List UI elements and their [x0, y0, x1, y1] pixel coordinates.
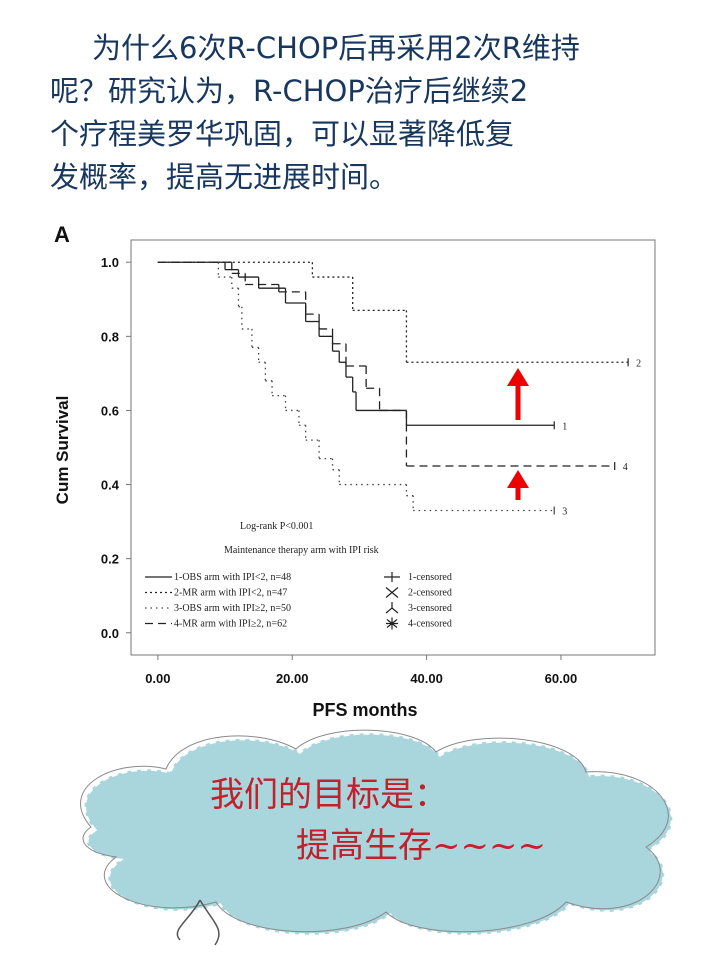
y-tick-label: 1.0	[101, 255, 119, 270]
y-tick-label: 0.4	[101, 478, 120, 493]
heading-line: 发概率，提高无进展时间。	[50, 160, 398, 194]
end-label: 2	[636, 358, 641, 369]
legend-label: 2-MR arm with IPI<2, n=47	[174, 588, 287, 599]
callout-cloud	[80, 729, 674, 946]
callout-line: 提高生存~~~~	[296, 826, 546, 866]
legend-label: 4-censored	[408, 619, 452, 630]
heading-line: 呢？研究认为，R-CHOP治疗后继续2	[50, 74, 528, 108]
censor-symbol	[384, 572, 400, 582]
censor-symbol	[385, 587, 399, 598]
legend-label: 2-censored	[408, 588, 452, 599]
x-axis-label: PFS months	[312, 700, 417, 720]
x-tick-label: 40.00	[410, 671, 443, 686]
panel-label: A	[54, 222, 70, 247]
y-tick-label: 0.2	[101, 552, 119, 567]
annotation: Maintenance therapy arm with IPI risk	[224, 545, 379, 556]
legend-label: 1-censored	[408, 572, 452, 583]
legend-label: 3-OBS arm with IPI≥2, n=50	[174, 603, 291, 614]
end-label: 3	[562, 506, 567, 517]
callout-line: 我们的目标是：	[210, 775, 448, 815]
y-tick-label: 0.0	[101, 626, 119, 641]
x-tick-label: 60.00	[545, 671, 578, 686]
arrows	[507, 368, 529, 500]
legend-label: 1-OBS arm with IPI<2, n=48	[174, 572, 291, 583]
y-tick-label: 0.6	[101, 403, 119, 418]
annotation: Log-rank P<0.001	[240, 521, 313, 532]
heading-line: 个疗程美罗华巩固，可以显著降低复	[50, 117, 514, 151]
end-label: 4	[623, 462, 628, 473]
legend-label: 3-censored	[408, 603, 452, 614]
heading-line: 为什么6次R-CHOP后再采用2次R维持	[92, 31, 580, 65]
x-tick-label: 20.00	[276, 671, 309, 686]
y-axis-label: Cum Survival	[53, 396, 72, 505]
censor-symbol	[386, 617, 398, 630]
plot-frame	[130, 239, 656, 656]
legend-label: 4-MR arm with IPI≥2, n=62	[174, 619, 287, 630]
x-tick-label: 0.00	[145, 671, 170, 686]
y-tick-label: 0.8	[101, 329, 119, 344]
end-label: 1	[562, 421, 567, 432]
censor-symbol	[385, 602, 399, 614]
